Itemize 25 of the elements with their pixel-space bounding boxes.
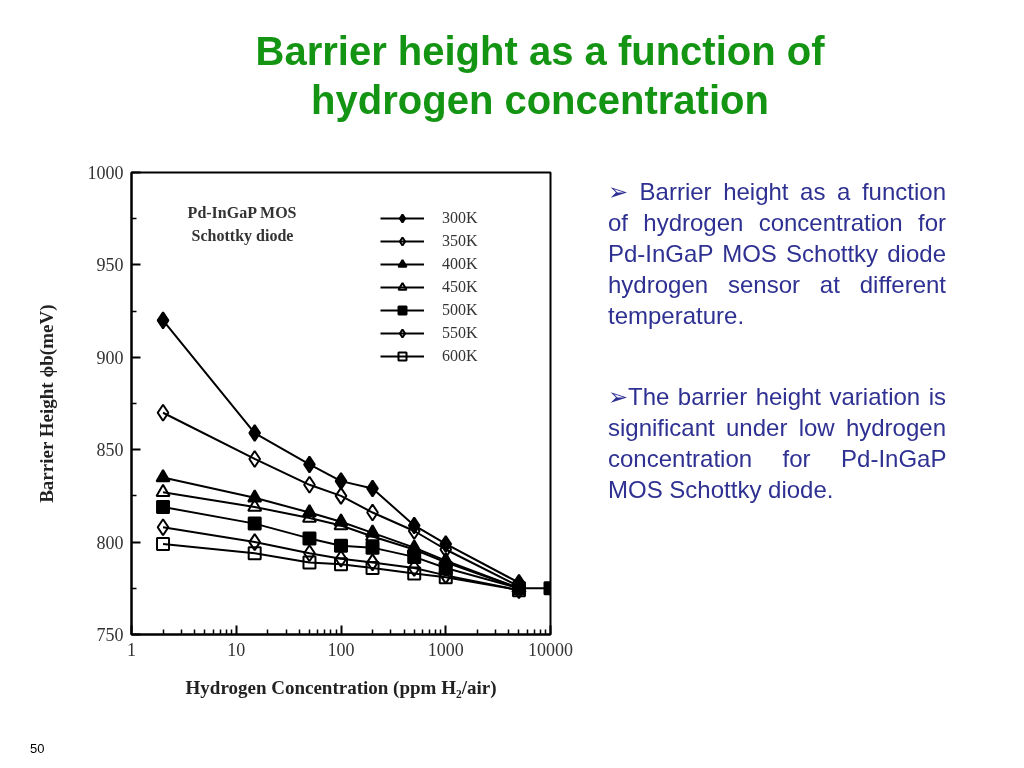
legend-label: 450K	[442, 278, 479, 296]
x-tick-label: 10	[227, 639, 246, 660]
x-tick-label: 10000	[528, 639, 573, 660]
x-tick-label: 1	[127, 639, 136, 660]
text: ➢ Barrier height as a function of hydrogen concentration for Pd-InGaP MOS Schottky diode hydrogen sensor at different temperature.	[608, 177, 946, 331]
legend-label: 550K	[442, 324, 479, 342]
y-tick-label: 800	[96, 532, 124, 553]
y-tick-label: 1000	[87, 163, 124, 183]
chart-title: Barrier height as a function of hydrogen concentration	[254, 28, 826, 124]
text: ➢The barrier height variation is significant under low hydrogen concentration for Pd-InGaP MOS Schottky diode.	[608, 383, 946, 503]
x-tick-label: 100	[327, 639, 355, 660]
y-tick-label: 750	[96, 625, 124, 645]
y-tick-label: 900	[96, 347, 124, 368]
y-tick-label: 950	[96, 255, 124, 276]
legend-label: 400K	[442, 255, 479, 273]
x-axis-title: Hydrogen Concentration (ppm H₂/air)	[185, 676, 497, 699]
legend-label: 600K	[442, 347, 479, 365]
legend-label: 500K	[442, 301, 479, 319]
y-axis-title: Barrier Height ϕb(meV)	[35, 304, 58, 503]
annotation: Pd-InGaP MOS Schottky diode	[187, 203, 297, 245]
x-tick-label: 1000	[427, 639, 464, 660]
text: 50	[30, 741, 45, 756]
legend-label: 350K	[442, 232, 479, 250]
y-tick-label: 850	[96, 440, 124, 461]
legend-label: 300K	[442, 209, 479, 227]
